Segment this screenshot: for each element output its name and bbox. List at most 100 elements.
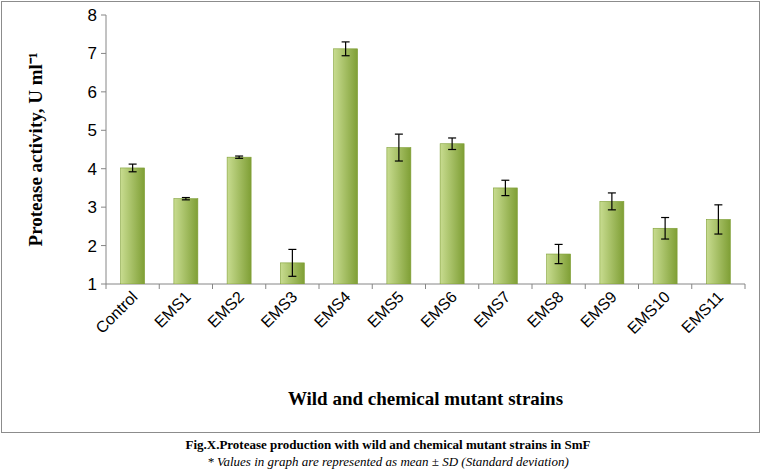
error-cap: [448, 149, 456, 150]
x-tick-label: EMS4: [311, 288, 354, 331]
x-tick: [159, 284, 160, 289]
bars: [121, 42, 731, 284]
error-line: [718, 205, 719, 234]
error-cap: [129, 164, 137, 165]
y-tick-label: 7: [88, 44, 97, 63]
error-cap: [288, 276, 296, 277]
y-tick: [101, 15, 106, 16]
error-cap: [714, 233, 722, 234]
x-tick-label: EMS2: [204, 288, 247, 331]
error-cap: [395, 160, 403, 161]
y-tick-label: 2: [88, 237, 97, 256]
error-bar: [129, 164, 137, 172]
y-tick-label: 3: [88, 198, 97, 217]
error-cap: [182, 199, 190, 200]
error-cap: [288, 249, 296, 250]
error-cap: [342, 55, 350, 56]
y-tick-label: 4: [88, 160, 97, 179]
error-line: [132, 164, 133, 172]
error-cap: [661, 217, 669, 218]
chart-svg: 1 2 3 4 5 6 7 8 Control EMS1EMS2 EMS3EMS4EMS5EMS6 E…: [0, 0, 762, 472]
error-cap: [501, 195, 509, 196]
footnote: * Values in graph are represented as mea…: [207, 454, 569, 469]
error-line: [611, 193, 612, 210]
x-tick: [425, 284, 426, 289]
chart-container: 1 2 3 4 5 6 7 8 Control EMS1EMS2 EMS3EMS4EMS5EMS6 E…: [0, 0, 762, 472]
bar: [600, 201, 624, 284]
x-tick-label: EMS7: [471, 288, 514, 331]
bar: [440, 144, 464, 284]
y-tick-label: 1: [88, 275, 97, 294]
x-tick: [532, 284, 533, 289]
y-tick-label: 6: [88, 83, 97, 102]
error-cap: [235, 158, 243, 159]
bar: [493, 188, 517, 284]
x-tick: [265, 284, 266, 289]
error-bar: [714, 205, 722, 234]
error-cap: [501, 180, 509, 181]
error-bar: [288, 249, 296, 276]
x-tick: [691, 284, 692, 289]
bar: [334, 49, 358, 284]
x-tick-label: EMS11: [678, 288, 726, 336]
x-tick: [638, 284, 639, 289]
x-tick-label: EMS3: [258, 288, 301, 331]
caption: Fig.X.Protease production with wild and …: [185, 437, 590, 452]
error-cap: [714, 204, 722, 205]
error-bar: [342, 42, 350, 56]
error-line: [452, 138, 453, 150]
y-tick: [101, 91, 106, 92]
error-bar: [608, 193, 616, 210]
bar: [174, 199, 198, 284]
bar: [227, 157, 251, 284]
x-tick: [745, 284, 746, 289]
x-tick-label: EMS1: [151, 288, 194, 331]
error-cap: [129, 171, 137, 172]
x-tick-label: EMS5: [364, 288, 407, 331]
y-tick-label: 8: [88, 6, 97, 25]
error-cap: [182, 197, 190, 198]
y-tick: [101, 130, 106, 131]
x-tick-label: Control: [92, 288, 140, 336]
x-tick: [585, 284, 586, 289]
x-tick: [478, 284, 479, 289]
error-cap: [661, 238, 669, 239]
y-tick: [101, 168, 106, 169]
error-cap: [342, 41, 350, 42]
error-line: [292, 249, 293, 276]
error-bar: [661, 218, 669, 240]
x-axis-title: Wild and chemical mutant strains: [288, 388, 563, 409]
x-tick-label: EMS6: [417, 288, 460, 331]
x-tick-label: EMS10: [624, 288, 673, 337]
bar: [387, 148, 411, 284]
x-tick: [319, 284, 320, 289]
x-tick-label: EMS8: [524, 288, 567, 331]
error-cap: [235, 155, 243, 156]
x-tick: [106, 284, 107, 289]
error-bar: [395, 134, 403, 161]
x-tick: [372, 284, 373, 289]
y-tick: [101, 207, 106, 208]
error-cap: [448, 137, 456, 138]
error-line: [398, 134, 399, 161]
error-line: [345, 42, 346, 56]
error-cap: [608, 192, 616, 193]
error-cap: [555, 244, 563, 245]
error-bar: [182, 198, 190, 200]
error-cap: [608, 209, 616, 210]
x-tick-label: EMS9: [577, 288, 620, 331]
y-tick-label: 5: [88, 121, 97, 140]
error-bar: [448, 138, 456, 150]
error-bar: [501, 180, 509, 195]
error-bar: [235, 156, 243, 158]
error-line: [558, 244, 559, 263]
y-axis-line: [106, 15, 107, 284]
y-tick: [101, 284, 106, 285]
error-line: [665, 218, 666, 240]
y-tick: [101, 245, 106, 246]
bar: [121, 168, 145, 284]
error-cap: [555, 263, 563, 264]
y-tick: [101, 53, 106, 54]
error-cap: [395, 134, 403, 135]
chart-frame: [2, 2, 760, 433]
